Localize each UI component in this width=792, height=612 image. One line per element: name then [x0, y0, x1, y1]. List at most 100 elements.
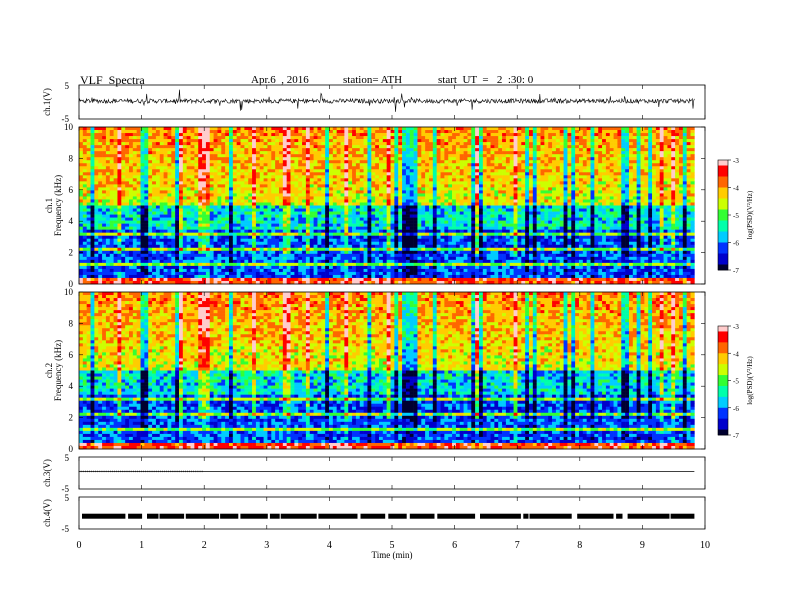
spectrogram-cell [98, 280, 103, 285]
spectrogram-cell [129, 184, 134, 188]
spectrogram-cell [155, 205, 161, 209]
spectrogram-cell [244, 190, 249, 194]
spectrogram-cell [186, 274, 191, 279]
spectrogram-cell [402, 187, 407, 191]
spectrogram-cell [186, 211, 191, 215]
spectrogram-cell [413, 175, 418, 179]
spectrogram-cell [317, 268, 322, 273]
spectrogram-cell [82, 211, 87, 215]
spectrogram-cell [121, 130, 126, 134]
spectrogram-cell [398, 193, 403, 197]
spectrogram-cell [132, 232, 137, 236]
spectrogram-cell [305, 256, 311, 261]
spectrogram-cell [375, 238, 380, 243]
spectrogram-cell [444, 223, 449, 227]
spectrogram-cell [344, 154, 349, 158]
spectrogram-cell [340, 166, 345, 170]
spectrogram-cell [305, 271, 311, 276]
spectrogram-cell [125, 184, 130, 188]
spectrogram-cell [221, 130, 226, 134]
spectrogram-cell [409, 178, 414, 182]
spectrogram-cell [309, 208, 314, 212]
spectrogram-cell [282, 208, 287, 212]
spectrogram-cell [240, 178, 245, 182]
spectrogram-cell [409, 235, 414, 240]
spectrogram-cell [236, 166, 241, 170]
spectrogram-cell [194, 274, 199, 279]
spectrogram-cell [140, 145, 145, 149]
spectrogram-cell [202, 262, 207, 267]
spectrogram-cell [321, 250, 326, 255]
spectrogram-cell [182, 190, 187, 194]
spectrogram-cell [159, 250, 164, 255]
spectrogram-cell [417, 259, 422, 264]
spectrogram-cell [144, 214, 149, 218]
spectrogram-cell [390, 226, 395, 230]
spectrogram-cell [378, 127, 384, 131]
spectrogram-cell [302, 259, 307, 264]
spectrogram-cell [252, 130, 257, 134]
spectrogram-cell [417, 190, 422, 194]
spectrogram-cell [98, 223, 103, 227]
spectrogram-cell [175, 268, 180, 273]
spectrogram-cell [167, 178, 172, 182]
spectrogram-cell [355, 163, 361, 167]
spectrogram-cell [175, 232, 180, 236]
spectrogram-cell [294, 148, 299, 152]
spectrogram-cell [179, 220, 184, 224]
spectrogram-cell [140, 241, 145, 246]
spectrogram-cell [125, 187, 130, 191]
spectrogram-cell [332, 154, 337, 158]
spectrogram-cell [79, 172, 84, 176]
spectrogram-cell [221, 256, 226, 261]
spectrogram-cell [405, 205, 411, 209]
spectrogram-cell [182, 244, 187, 249]
spectrogram-cell [102, 148, 107, 152]
spectrogram-cell [321, 268, 326, 273]
spectrogram-cell [113, 178, 118, 182]
spectrogram-cell [105, 181, 111, 185]
spectrogram-cell [263, 133, 268, 137]
spectrogram-cell [86, 190, 91, 194]
spectrogram-cell [317, 127, 322, 131]
spectrogram-cell [444, 190, 449, 194]
spectrogram-cell [402, 181, 407, 185]
spectrogram-cell [117, 169, 122, 173]
spectrogram-cell [394, 265, 399, 270]
spectrogram-cell [386, 163, 391, 167]
spectrogram-cell [102, 220, 107, 224]
spectrogram-cell [102, 241, 107, 246]
spectrogram-cell [394, 217, 399, 221]
spectrogram-cell [267, 262, 272, 267]
spectrogram-cell [102, 157, 107, 161]
spectrogram-cell [352, 253, 357, 258]
spectrogram-cell [348, 196, 353, 200]
spectrogram-cell [213, 238, 218, 243]
spectrogram-cell [394, 175, 399, 179]
spectrogram-cell [278, 253, 284, 258]
spectrogram-cell [298, 205, 303, 209]
spectrogram-cell [348, 151, 353, 155]
spectrogram-cell [340, 208, 345, 212]
spectrogram-cell [355, 244, 361, 249]
spectrogram-cell [140, 232, 145, 236]
spectrogram-cell [179, 277, 184, 282]
spectrogram-cell [113, 196, 118, 200]
spectrogram-cell [140, 274, 145, 279]
spectrogram-cell [255, 280, 261, 285]
spectrogram-cell [425, 256, 430, 261]
spectrogram-cell [444, 247, 449, 252]
spectrogram-cell [432, 133, 437, 137]
spectrogram-cell [340, 211, 345, 215]
spectrogram-cell [405, 184, 411, 188]
spectrogram-cell [432, 241, 437, 246]
spectrogram-cell [152, 166, 157, 170]
spectrogram-cell [163, 181, 168, 185]
spectrogram-cell [382, 130, 387, 134]
spectrogram-cell [332, 277, 337, 282]
spectrogram-cell [217, 244, 222, 249]
spectrogram-cell [152, 151, 157, 155]
spectrogram-cell [82, 271, 87, 276]
spectrogram-cell [240, 166, 245, 170]
spectrogram-cell [421, 253, 426, 258]
